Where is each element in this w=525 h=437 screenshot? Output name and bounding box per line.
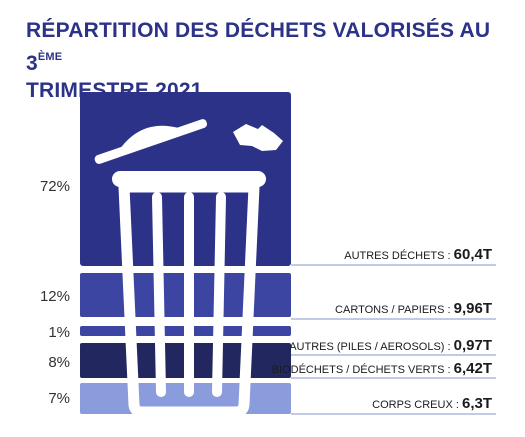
- category-label: BIODÉCHETS / DÉCHETS VERTS :: [272, 363, 454, 376]
- percentage-label: 8%: [48, 354, 70, 371]
- category-label: AUTRES DÉCHETS :: [344, 249, 453, 262]
- percentage-label: 12%: [40, 288, 70, 305]
- category-annotation: AUTRES DÉCHETS : 60,4T: [344, 246, 492, 263]
- annotations: 72% AUTRES DÉCHETS : 60,4T 12% CARTONS / PA…: [40, 178, 496, 415]
- trash-can-icon: [94, 119, 283, 418]
- category-annotation: CORPS CREUX : 6,3T: [372, 395, 492, 412]
- percentage-label: 7%: [48, 390, 70, 407]
- percentage-label: 72%: [40, 178, 70, 195]
- category-label: CORPS CREUX :: [372, 399, 462, 411]
- category-annotation: BIODÉCHETS / DÉCHETS VERTS : 6,42T: [272, 360, 492, 377]
- category-label: CARTONS / PAPIERS :: [335, 304, 454, 316]
- title-superscript: ÈME: [37, 51, 63, 63]
- value-label: 6,42T: [454, 360, 492, 377]
- value-label: 60,4T: [454, 246, 492, 263]
- category-label: AUTRES (PILES / AEROSOLS) :: [289, 341, 453, 353]
- percentage-label: 1%: [48, 324, 70, 341]
- value-label: 6,3T: [462, 395, 492, 412]
- title-main: RÉPARTITION DES DÉCHETS VALORISÉS AU 3: [26, 19, 491, 75]
- category-annotation: AUTRES (PILES / AEROSOLS) : 0,97T: [289, 337, 492, 354]
- value-label: 0,97T: [454, 337, 492, 354]
- value-label: 9,96T: [454, 300, 492, 317]
- category-annotation: CARTONS / PAPIERS : 9,96T: [335, 300, 492, 317]
